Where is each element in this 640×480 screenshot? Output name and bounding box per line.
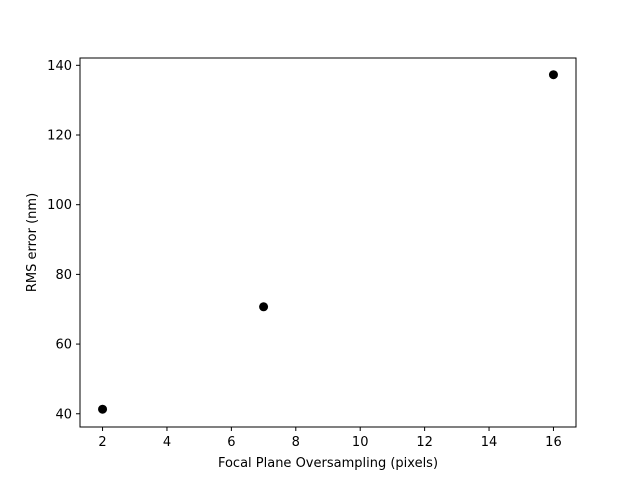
x-tick-label: 6	[227, 435, 235, 450]
data-points	[98, 70, 558, 414]
x-tick-label: 4	[163, 435, 171, 450]
x-axis-label: Focal Plane Oversampling (pixels)	[218, 456, 438, 471]
data-point	[98, 404, 108, 414]
x-tick-label: 12	[416, 435, 433, 450]
x-axis-ticks: 2 4 6 8 10 12 14 16	[98, 427, 562, 450]
y-tick-label: 80	[55, 268, 72, 283]
x-tick-label: 8	[292, 435, 300, 450]
y-tick-label: 140	[47, 59, 72, 74]
x-tick-label: 14	[481, 435, 498, 450]
x-tick-label: 2	[98, 435, 106, 450]
plot-area-background	[80, 58, 576, 427]
y-axis-label: RMS error (nm)	[25, 193, 40, 292]
plot-area-frame	[79, 57, 577, 428]
x-tick-label: 16	[545, 435, 562, 450]
y-tick-label: 60	[55, 338, 72, 353]
y-tick-label: 40	[55, 407, 72, 422]
x-tick-label: 10	[352, 435, 369, 450]
y-tick-label: 100	[47, 198, 72, 213]
data-point	[259, 302, 269, 312]
data-point	[548, 70, 558, 80]
y-axis-ticks: 40 60 80 100 120 140	[47, 59, 80, 422]
y-tick-label: 120	[47, 129, 72, 144]
